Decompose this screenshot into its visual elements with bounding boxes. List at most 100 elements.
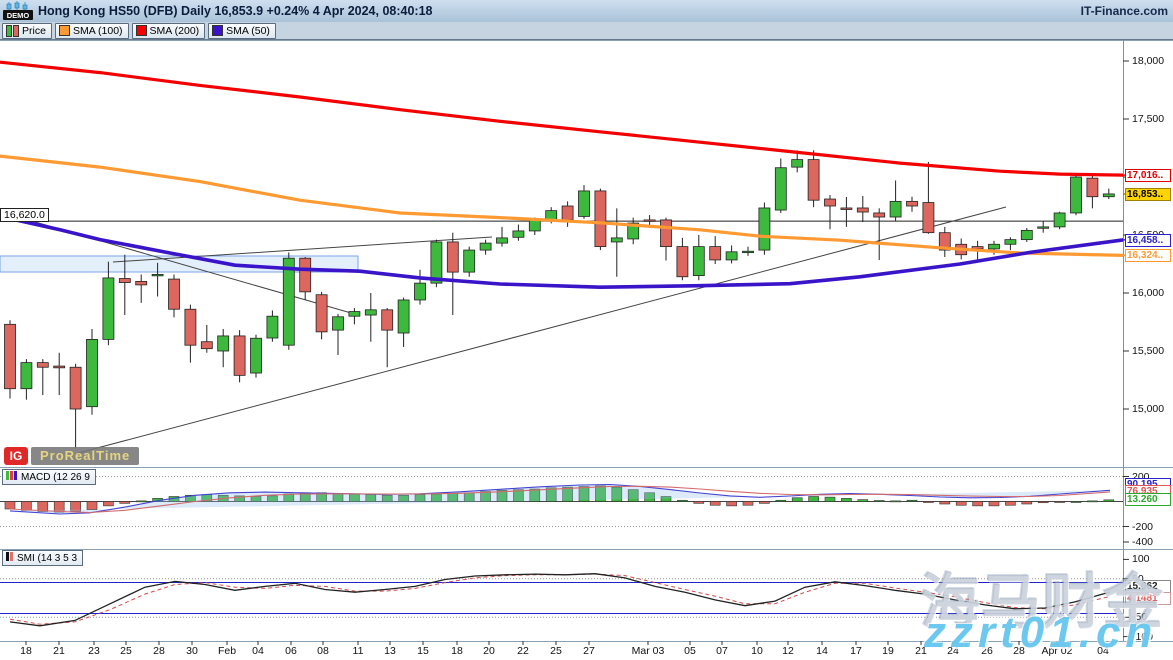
macd-histogram-bar	[1005, 501, 1016, 506]
x-axis-label: 22	[517, 645, 529, 657]
candle-body	[824, 198, 836, 207]
x-axis-label: 13	[384, 645, 396, 657]
candle-body	[561, 205, 574, 221]
candle-body	[414, 282, 426, 301]
x-axis-label: 24	[947, 645, 959, 657]
candle-body	[348, 311, 361, 317]
candle-body	[53, 365, 66, 369]
x-axis-label: 18	[20, 645, 32, 657]
macd-histogram-bar	[595, 485, 606, 502]
macd-histogram-bar	[955, 501, 967, 506]
candle-body	[578, 190, 590, 217]
x-axis-label: 04	[252, 645, 264, 657]
macd-indicator-tab[interactable]: MACD (12 26 9	[2, 469, 96, 485]
prorealtime-logo[interactable]: ProRealTime	[31, 447, 140, 465]
price-axis-label: 15,500	[1132, 345, 1165, 357]
legend-tab-sma-100[interactable]: SMA (100)	[54, 22, 129, 39]
candle-body	[528, 219, 541, 232]
smi-line	[9, 573, 1111, 627]
demo-badge-icon: DEMO	[3, 1, 33, 20]
x-axis-label: 21	[915, 645, 927, 657]
smi-axis-label: -100	[1132, 630, 1154, 643]
candle-body	[889, 200, 902, 218]
macd-histogram-bar	[775, 499, 787, 502]
x-axis-label: 17	[850, 645, 862, 657]
it-finance-link[interactable]: IT-Finance.com	[1080, 4, 1168, 18]
x-axis-label: 25	[120, 645, 132, 657]
macd-histogram-bar	[135, 500, 147, 503]
macd-histogram-bar	[759, 501, 770, 504]
candle-body	[299, 257, 312, 293]
macd-histogram-bar	[824, 496, 836, 502]
candle-body	[496, 237, 508, 244]
candle-body	[463, 249, 476, 273]
legend-tab-price[interactable]: Price	[2, 22, 52, 39]
candle-body	[1037, 226, 1050, 229]
sma-200-line	[0, 60, 1123, 177]
macd-histogram-bar	[414, 494, 426, 502]
ig-logo[interactable]: IG	[4, 447, 28, 465]
candle-body	[791, 159, 804, 168]
candle-body	[742, 250, 754, 254]
price-axis-label: 16,000	[1132, 287, 1165, 299]
instrument-title: Hong Kong HS50 (DFB) Daily 16,853.9 +0.2…	[38, 4, 433, 18]
candle-body	[1053, 212, 1066, 228]
legend-tab-sma-200[interactable]: SMA (200)	[131, 22, 206, 39]
x-axis-label: 23	[88, 645, 100, 657]
candle-body	[430, 241, 443, 284]
macd-histogram-bar	[1070, 501, 1082, 503]
candle-body	[266, 315, 279, 339]
price-callout: 17,016..	[1125, 169, 1171, 183]
macd-histogram-bar	[939, 501, 951, 505]
candle-body	[1020, 229, 1033, 241]
candle-body	[250, 337, 262, 374]
macd-histogram-bar	[857, 499, 869, 502]
x-axis-label: 10	[751, 645, 763, 657]
trendline-2[interactable]	[112, 236, 493, 263]
candle-body	[512, 230, 525, 238]
candle-body	[4, 323, 16, 390]
price-axis-label: 18,000	[1132, 55, 1165, 67]
svg-text:DEMO: DEMO	[7, 11, 30, 20]
candle-body	[118, 278, 131, 283]
x-axis-label: 04	[1097, 645, 1109, 657]
macd-histogram-bar	[37, 501, 49, 512]
legend-tab-sma-50[interactable]: SMA (50)	[208, 22, 276, 39]
candle-body	[725, 251, 738, 261]
candle-body	[1086, 177, 1099, 198]
macd-callout: 13.260	[1125, 492, 1171, 506]
candle-body	[381, 309, 394, 331]
candle-body	[20, 362, 33, 390]
candle-body	[873, 212, 886, 218]
trendline-3[interactable]	[77, 206, 1007, 454]
macd-histogram-bar	[1021, 501, 1033, 505]
macd-histogram-bar	[1103, 499, 1115, 502]
candle-body	[692, 246, 705, 277]
macd-histogram-bar	[1037, 501, 1049, 504]
macd-histogram-bar	[513, 489, 524, 502]
smi-indicator-tab[interactable]: SMI (14 3 5 3	[2, 550, 84, 566]
sma-100-line	[0, 154, 1123, 257]
candle-body	[922, 202, 935, 234]
candle-body	[1102, 193, 1115, 198]
macd-histogram-bar	[972, 501, 983, 507]
candle-body	[807, 159, 820, 201]
candle-body	[938, 232, 951, 251]
indicator-legend-bar: Price SMA (100) SMA (200) SMA (50)	[0, 22, 1173, 40]
price-callout: 16,853..	[1125, 187, 1171, 201]
x-axis-label: 05	[684, 645, 696, 657]
candle-body	[332, 316, 344, 331]
macd-histogram-bar	[103, 501, 114, 507]
macd-histogram-bar	[726, 501, 737, 507]
price-level-label[interactable]: 16,620.0	[0, 208, 49, 223]
candle-body	[627, 222, 640, 240]
x-axis-label: 19	[882, 645, 894, 657]
macd-histogram-bar	[480, 491, 491, 502]
x-axis-label: Feb	[217, 645, 237, 657]
x-axis-label: 28	[1013, 645, 1025, 657]
candlestick-series	[4, 150, 1115, 449]
macd-histogram-bar	[545, 487, 557, 502]
candle-body	[102, 277, 115, 340]
macd-histogram-bar	[644, 492, 655, 502]
